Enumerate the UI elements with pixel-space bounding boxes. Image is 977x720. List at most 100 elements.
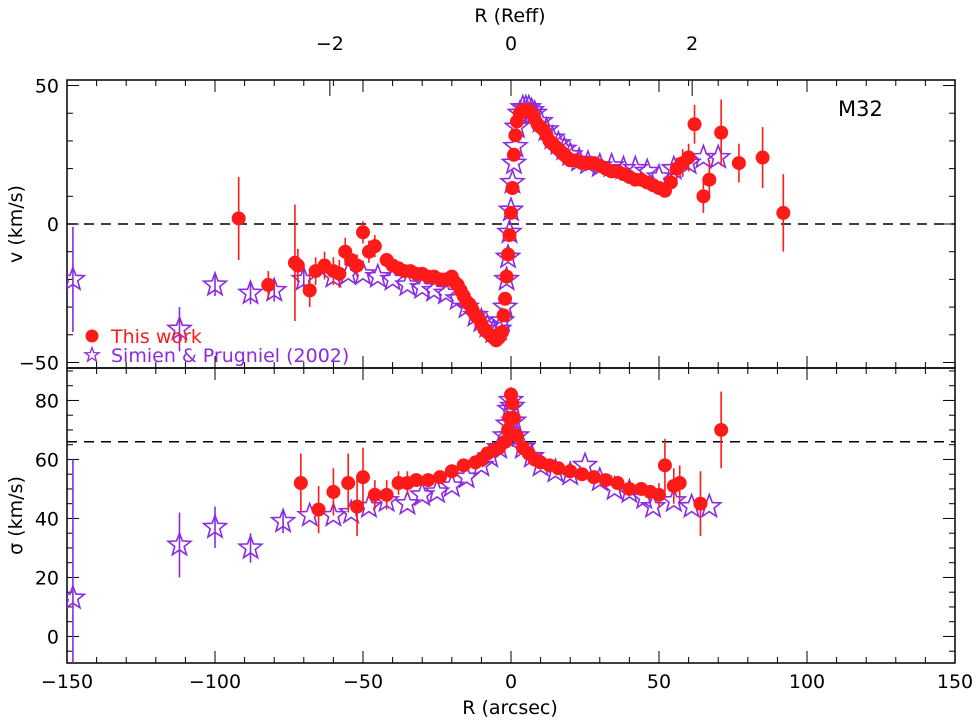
legend-marker-this-work xyxy=(85,329,99,343)
legend-label-this-work: This work xyxy=(110,326,202,348)
data-point-star xyxy=(201,270,229,297)
x-tick-label: 100 xyxy=(789,671,825,693)
data-point-circle xyxy=(731,156,746,171)
top-tick-label: 2 xyxy=(686,33,698,55)
data-point-circle xyxy=(563,464,578,479)
data-point-circle xyxy=(551,461,566,476)
data-point-circle xyxy=(586,470,601,485)
data-point-circle xyxy=(367,487,382,502)
data-point-star xyxy=(236,278,265,305)
data-point-circle xyxy=(379,487,394,502)
data-point-star xyxy=(67,583,87,610)
data-point-circle xyxy=(714,125,729,140)
x-tick-label: −100 xyxy=(189,671,241,693)
data-point-circle xyxy=(657,458,672,473)
y-tick-label: −50 xyxy=(19,352,59,374)
data-point-circle xyxy=(444,464,459,479)
data-point-circle xyxy=(702,172,717,187)
data-point-circle xyxy=(504,205,518,220)
data-point-circle xyxy=(610,476,625,491)
data-point-circle xyxy=(311,502,326,517)
data-point-circle xyxy=(696,189,711,204)
data-point-circle xyxy=(502,228,517,243)
data-point-circle xyxy=(506,147,521,162)
data-point-circle xyxy=(501,247,516,262)
data-point-star xyxy=(269,507,297,533)
data-point-circle xyxy=(508,128,523,143)
x-tick-label: 50 xyxy=(647,671,671,693)
legend-marker-simien xyxy=(83,345,101,363)
top-tick-label: −2 xyxy=(316,33,344,55)
x-tick-label: −50 xyxy=(343,671,383,693)
data-point-circle xyxy=(496,308,511,323)
data-point-circle xyxy=(332,266,347,281)
data-point-star xyxy=(236,533,265,560)
object-label: M32 xyxy=(838,97,883,121)
data-point-circle xyxy=(326,484,341,499)
data-point-circle xyxy=(663,175,678,190)
y-tick-label: 80 xyxy=(35,390,59,412)
top-tick-label: 0 xyxy=(505,33,517,55)
data-point-circle xyxy=(421,473,436,488)
data-point-circle xyxy=(776,205,791,220)
data-point-circle xyxy=(231,211,246,226)
data-point-circle xyxy=(432,470,447,485)
data-point-circle xyxy=(672,476,687,491)
panel-dispersion: 0 20 40 60 80 −150 −100 −50 0 50 100 150 σ (km/s) xyxy=(5,367,973,693)
x-tick-label: −150 xyxy=(41,671,93,693)
data-point-circle xyxy=(505,181,520,195)
data-point-circle xyxy=(495,325,510,339)
y-tick-label: 0 xyxy=(47,626,59,648)
data-point-circle xyxy=(341,476,356,491)
data-point-circle xyxy=(409,473,424,488)
data-point-circle xyxy=(714,422,729,437)
data-point-circle xyxy=(505,396,520,411)
data-point-star xyxy=(423,477,451,504)
data-point-star xyxy=(494,242,522,269)
data-point-circle xyxy=(302,283,317,298)
x-tick-label: 150 xyxy=(937,671,973,693)
data-point-circle xyxy=(622,481,637,496)
y-axis-label: v (km/s) xyxy=(5,185,27,263)
data-point-circle xyxy=(681,150,696,165)
data-point-circle xyxy=(598,473,613,488)
data-point-star xyxy=(408,480,436,507)
data-point-circle xyxy=(755,150,770,165)
data-point-star xyxy=(500,148,528,175)
x-tick-label: 0 xyxy=(505,671,517,693)
data-point-circle xyxy=(499,269,514,284)
data-point-star xyxy=(639,492,667,519)
data-point-star xyxy=(165,530,194,557)
x-axis-label: R (arcsec) xyxy=(462,697,558,719)
data-point-circle xyxy=(350,499,365,514)
y-tick-label: 0 xyxy=(47,214,59,236)
data-point-circle xyxy=(506,411,521,426)
data-point-circle xyxy=(367,239,382,254)
top-axis-label: R (Reff) xyxy=(474,5,545,27)
data-point-star xyxy=(67,265,87,291)
data-point-star xyxy=(492,265,521,291)
data-points-dispersion xyxy=(67,386,729,663)
data-point-star xyxy=(393,270,421,297)
legend-label-simien: Simien & Prugniel (2002) xyxy=(111,345,349,367)
y-tick-label: 40 xyxy=(35,508,59,530)
data-point-star xyxy=(201,512,229,539)
data-point-circle xyxy=(290,258,305,273)
data-point-circle xyxy=(261,277,276,292)
y-tick-label: 20 xyxy=(35,567,59,589)
data-point-circle xyxy=(350,258,365,273)
data-point-circle xyxy=(356,225,370,240)
data-point-star xyxy=(408,273,436,300)
data-point-circle xyxy=(575,467,590,482)
data-point-circle xyxy=(356,470,370,485)
data-point-star xyxy=(165,314,194,341)
data-point-circle xyxy=(509,428,524,443)
data-point-circle xyxy=(652,487,666,502)
data-point-circle xyxy=(687,117,702,132)
data-point-star xyxy=(420,276,448,303)
data-point-circle xyxy=(293,476,308,491)
